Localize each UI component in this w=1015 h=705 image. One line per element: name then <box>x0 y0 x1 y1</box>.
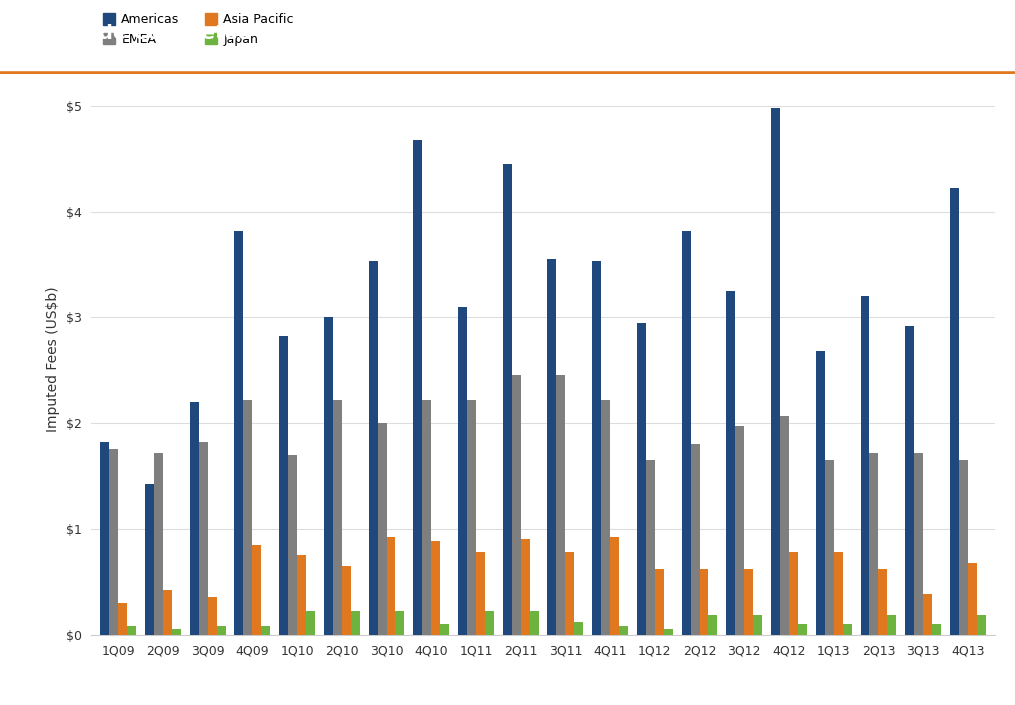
Bar <box>261 626 270 634</box>
Bar <box>574 622 584 635</box>
Bar <box>253 544 261 634</box>
Bar <box>368 262 378 634</box>
Bar <box>727 291 735 634</box>
Bar <box>244 400 253 634</box>
Bar <box>959 460 968 634</box>
Bar <box>127 626 136 634</box>
Bar <box>297 556 306 635</box>
Bar <box>833 552 842 634</box>
Bar <box>708 615 718 634</box>
Bar <box>431 541 441 634</box>
Bar <box>887 615 896 634</box>
Bar <box>118 603 127 634</box>
Bar <box>682 231 690 634</box>
Text: Worldwide Completed M&A by Region - Imputed Fees: Worldwide Completed M&A by Region - Impu… <box>10 24 597 43</box>
Bar <box>396 611 404 634</box>
Bar <box>333 400 342 634</box>
Bar <box>842 624 852 634</box>
Legend: Americas, EMEA, Asia Pacific, Japan: Americas, EMEA, Asia Pacific, Japan <box>97 8 298 51</box>
Bar <box>619 626 628 634</box>
Bar <box>976 615 986 634</box>
Bar <box>547 259 556 634</box>
Bar <box>565 552 574 634</box>
Bar <box>915 453 924 634</box>
Bar <box>413 140 422 634</box>
Bar <box>637 323 646 634</box>
Bar <box>342 565 351 635</box>
Bar <box>655 569 664 634</box>
Bar <box>512 375 521 634</box>
Bar <box>476 552 485 634</box>
Bar <box>234 231 244 634</box>
Bar <box>699 569 708 634</box>
Bar <box>950 188 959 634</box>
Bar <box>556 375 565 634</box>
Bar <box>154 453 162 634</box>
Bar <box>387 537 396 634</box>
Bar <box>601 400 610 634</box>
Bar <box>288 455 297 634</box>
Bar <box>162 590 172 634</box>
Bar <box>145 484 154 634</box>
Bar <box>878 569 887 634</box>
Bar <box>441 624 449 634</box>
Bar <box>199 442 208 634</box>
Bar <box>861 296 870 634</box>
Bar <box>744 569 753 634</box>
Bar <box>798 624 807 634</box>
Bar <box>324 317 333 634</box>
Bar <box>521 539 530 634</box>
Bar <box>216 626 225 634</box>
Bar <box>458 307 467 634</box>
Bar <box>664 630 673 635</box>
Bar <box>905 326 915 634</box>
Bar <box>932 624 941 634</box>
Bar <box>172 630 181 635</box>
Bar <box>968 563 976 634</box>
Bar <box>485 611 494 634</box>
Bar <box>825 460 833 634</box>
Bar <box>646 460 655 634</box>
Bar <box>771 108 781 634</box>
Bar <box>816 351 825 634</box>
Bar <box>789 552 798 634</box>
Bar <box>502 164 512 634</box>
Bar <box>870 453 878 634</box>
Bar <box>924 594 932 634</box>
Bar <box>378 423 387 634</box>
Bar <box>610 537 619 634</box>
Bar <box>100 442 110 634</box>
Bar <box>690 444 699 634</box>
Bar <box>467 400 476 634</box>
Bar <box>753 615 762 634</box>
Bar <box>279 336 288 634</box>
Bar <box>735 426 744 634</box>
Bar <box>422 400 431 634</box>
Bar <box>592 262 601 634</box>
Bar <box>351 611 359 634</box>
Bar <box>781 416 789 634</box>
Bar <box>208 598 216 635</box>
Y-axis label: Imputed Fees (US$b): Imputed Fees (US$b) <box>46 287 60 432</box>
Bar <box>110 450 118 634</box>
Bar <box>190 402 199 634</box>
Bar <box>306 611 315 634</box>
Bar <box>530 611 539 634</box>
